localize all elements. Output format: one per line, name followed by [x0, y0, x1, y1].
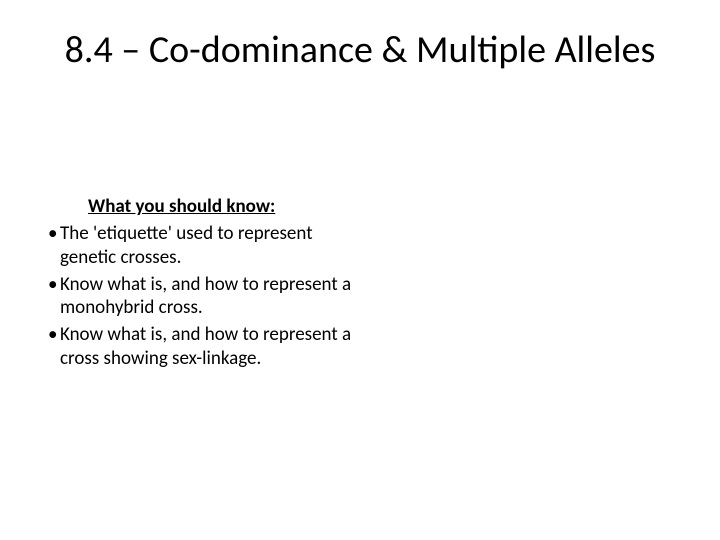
content-block: What you should know: The 'etiquette' us…: [48, 195, 358, 374]
list-item: Know what is, and how to represent a mon…: [48, 273, 358, 321]
subheading: What you should know:: [88, 195, 358, 218]
slide-title: 8.4 – Co-dominance & Multiple Alleles: [0, 0, 720, 74]
bullet-list: The 'etiquette' used to represent geneti…: [48, 222, 358, 371]
list-item: Know what is, and how to represent a cro…: [48, 323, 358, 371]
list-item: The 'etiquette' used to represent geneti…: [48, 222, 358, 270]
